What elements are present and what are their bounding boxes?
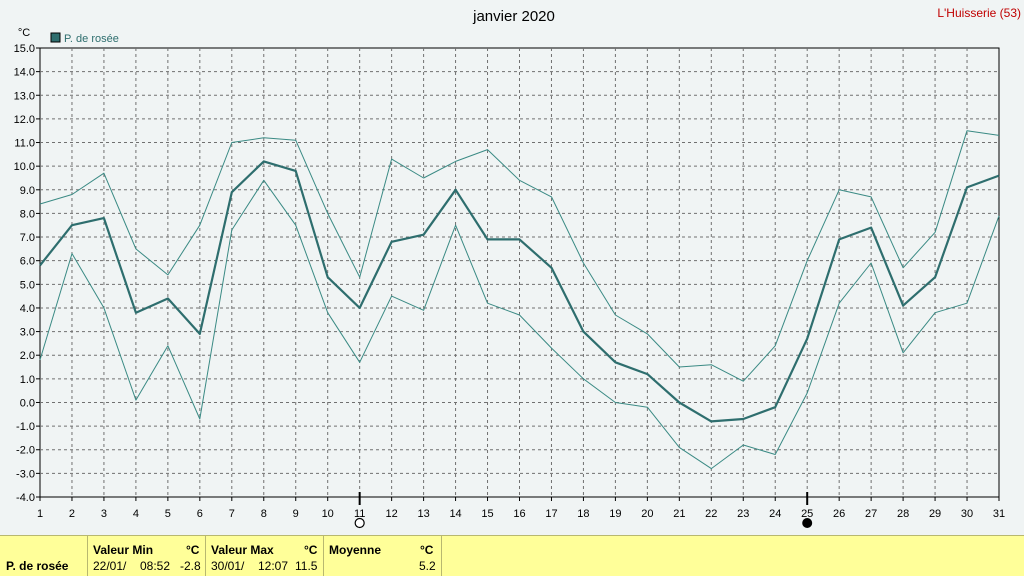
x-tick-label: 25: [801, 508, 813, 520]
x-tick-label: 3: [101, 508, 107, 520]
min-unit: °C: [186, 543, 200, 557]
y-tick-label: 3.0: [20, 327, 35, 339]
x-tick-label: 26: [833, 508, 845, 520]
x-tick-label: 4: [133, 508, 139, 520]
max-time: 12:07: [258, 559, 289, 573]
series-line-min: [39, 179, 1000, 470]
max-date: 30/01/: [211, 559, 245, 573]
legend-swatch: [50, 32, 61, 43]
x-tick-label: 20: [641, 508, 653, 520]
new-moon-icon: [802, 518, 813, 528]
min-time: 08:52: [140, 559, 171, 573]
moon-phases: [354, 492, 813, 529]
x-tick-label: 29: [929, 508, 941, 520]
x-tick-label: 17: [545, 508, 557, 520]
y-tick-label: 4.0: [20, 303, 35, 315]
legend: P. de rosée: [50, 32, 119, 45]
stats-parameter-label: P. de rosée: [6, 559, 69, 573]
series-line-max: [39, 130, 1000, 382]
x-tick-label: 28: [897, 508, 909, 520]
dew-point-chart: janvier 2020 L'Huisserie (53) °C 15.014.…: [14, 6, 1021, 529]
station-name: L'Huisserie (53): [937, 6, 1021, 20]
x-tick-label: 14: [449, 508, 461, 520]
chart-title: janvier 2020: [472, 8, 555, 25]
y-tick-label: 9.0: [20, 185, 35, 197]
x-tick-label: 22: [705, 508, 717, 520]
x-tick-label: 8: [261, 508, 267, 520]
x-tick-label: 15: [481, 508, 493, 520]
x-tick-label: 12: [386, 508, 398, 520]
y-tick-label: 12.0: [14, 114, 35, 126]
average-value: 5.2: [419, 559, 436, 573]
full-moon-icon: [354, 517, 365, 529]
y-tick-label: 5.0: [20, 279, 35, 291]
y-tick-label: 6.0: [20, 256, 35, 268]
x-tick-label: 7: [229, 508, 235, 520]
stats-label-cell: P. de rosée: [0, 536, 88, 576]
y-tick-label: -3.0: [16, 468, 35, 480]
average-unit: °C: [420, 543, 434, 557]
x-tick-label: 23: [737, 508, 749, 520]
max-unit: °C: [304, 543, 318, 557]
grid: [40, 48, 999, 497]
min-header: Valeur Min: [93, 543, 154, 557]
max-header: Valeur Max: [211, 543, 274, 557]
min-value: -2.8: [180, 559, 201, 573]
y-tick-label: -1.0: [16, 421, 35, 433]
x-tick-label: 18: [577, 508, 589, 520]
y-tick-label: 15.0: [14, 43, 35, 55]
x-tick-label: 16: [513, 508, 525, 520]
y-tick-label: 10.0: [14, 161, 35, 173]
legend-label: P. de rosée: [64, 33, 119, 45]
x-tick-label: 10: [322, 508, 334, 520]
x-tick-label: 9: [293, 508, 299, 520]
x-tick-label: 21: [673, 508, 685, 520]
y-tick-label: -4.0: [16, 492, 35, 504]
min-date: 22/01/: [93, 559, 127, 573]
x-tick-label: 24: [769, 508, 781, 520]
y-tick-label: 1.0: [20, 374, 35, 386]
y-tick-label: 2.0: [20, 350, 35, 362]
x-tick-label: 13: [417, 508, 429, 520]
x-tick-label: 5: [165, 508, 171, 520]
y-axis-unit: °C: [18, 27, 30, 39]
y-tick-label: 14.0: [14, 67, 35, 79]
max-value-cell: Valeur Max °C 30/01/ 12:07 11.5: [206, 536, 324, 576]
x-axis-ticks: 1 2 3 4 5 6 7 8 9 10 11 12 13 14 15 16 17 18 19 20 21 22 23 24 2…: [37, 497, 1005, 520]
average-header: Moyenne: [329, 543, 382, 557]
stats-footer: P. de rosée Valeur Min °C 22/01/ 08:52 -…: [0, 535, 1024, 576]
y-axis-ticks: 15.0 14.0 13.0 12.0 11.0 10.0 9.0 8.0 7.0 6.0 5.0 4…: [14, 43, 40, 504]
series-lines: [39, 130, 1000, 470]
min-value-cell: Valeur Min °C 22/01/ 08:52 -2.8: [88, 536, 206, 576]
x-tick-label: 6: [197, 508, 203, 520]
x-tick-label: 27: [865, 508, 877, 520]
x-tick-label: 19: [609, 508, 621, 520]
series-line-mean: [39, 160, 1000, 423]
average-cell: Moyenne °C 5.2: [324, 536, 442, 576]
y-tick-label: 11.0: [14, 138, 35, 150]
y-tick-label: 13.0: [14, 90, 35, 102]
x-tick-label: 1: [37, 508, 43, 520]
x-tick-label: 11: [354, 508, 365, 520]
y-tick-label: 7.0: [20, 232, 35, 244]
x-tick-label: 31: [993, 508, 1005, 520]
y-tick-label: -2.0: [16, 445, 35, 457]
x-tick-label: 30: [961, 508, 973, 520]
y-tick-label: 0.0: [20, 397, 35, 409]
x-tick-label: 2: [69, 508, 75, 520]
max-value: 11.5: [295, 559, 318, 573]
y-tick-label: 8.0: [20, 208, 35, 220]
